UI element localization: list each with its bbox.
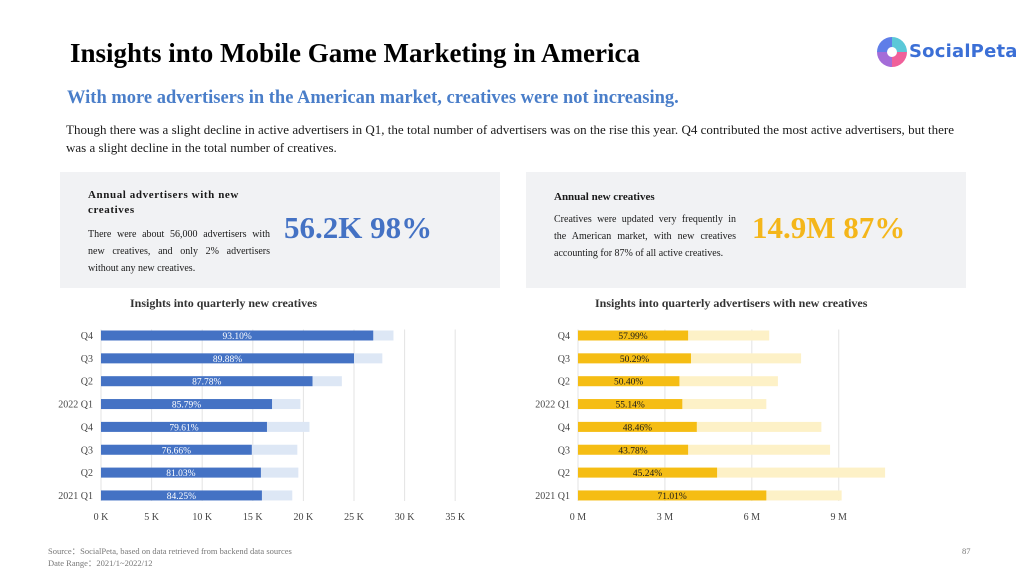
- data-label: 45.24%: [633, 469, 662, 479]
- bar-new: [578, 444, 689, 455]
- x-tick-label: 30 K: [395, 512, 416, 523]
- x-tick-label: 5 K: [144, 512, 160, 523]
- data-label: 43.78%: [618, 446, 647, 456]
- chart-title-advertisers: Insights into quarterly advertisers with…: [595, 296, 868, 310]
- y-category-label: 2021 Q1: [58, 491, 93, 502]
- data-label: 76.66%: [162, 446, 191, 456]
- data-label: 81.03%: [166, 469, 195, 479]
- data-label: 84.25%: [167, 492, 196, 502]
- y-category-label: Q4: [558, 422, 570, 433]
- card-title: Annual advertisers with new creatives: [88, 189, 239, 216]
- bar-new: [578, 353, 691, 364]
- chart-title-new-creatives: Insights into quarterly new creatives: [130, 296, 318, 310]
- bar-new: [101, 376, 313, 387]
- bar-new: [101, 399, 273, 410]
- bar-new: [578, 467, 718, 478]
- logo-wordmark: SocialPeta: [909, 41, 1018, 62]
- x-tick-label: 35 K: [445, 512, 466, 523]
- summary-paragraph: Though there was a slight decline in act…: [66, 122, 954, 155]
- y-category-label: Q2: [81, 377, 93, 388]
- bar-new: [578, 399, 683, 410]
- x-tick-label: 25 K: [344, 512, 365, 523]
- page-subtitle: With more advertisers in the American ma…: [67, 88, 679, 108]
- logo-mark-icon: [877, 37, 907, 67]
- data-label: 87.78%: [192, 378, 221, 388]
- data-label: 50.40%: [614, 378, 643, 388]
- data-label: 57.99%: [618, 332, 647, 342]
- x-tick-label: 20 K: [294, 512, 315, 523]
- x-tick-label: 6 M: [744, 512, 761, 523]
- stat-card-creatives: Annual new creatives Creatives were upda…: [526, 172, 966, 288]
- x-tick-label: 10 K: [192, 512, 213, 523]
- y-category-label: Q2: [558, 377, 570, 388]
- y-category-label: Q3: [81, 445, 93, 456]
- bar-total: [578, 421, 822, 432]
- card-stat-value: 56.2K 98%: [284, 210, 433, 245]
- card-stat-value: 14.9M 87%: [752, 210, 906, 245]
- data-label: 79.61%: [169, 423, 198, 433]
- data-label: 85.79%: [172, 401, 201, 411]
- x-tick-label: 3 M: [657, 512, 674, 523]
- card-title: Annual new creatives: [554, 191, 655, 203]
- bar-new: [578, 421, 697, 432]
- source-text: Source：SocialPeta, based on data retriev…: [48, 546, 292, 556]
- data-label: 93.10%: [222, 332, 251, 342]
- bar-new: [101, 353, 354, 364]
- brand-logo: SocialPeta: [876, 36, 1018, 70]
- bar-new: [101, 330, 374, 341]
- y-category-label: Q3: [558, 354, 570, 365]
- bar-new: [578, 490, 767, 501]
- y-category-label: Q4: [81, 422, 93, 433]
- y-category-label: Q2: [81, 468, 93, 479]
- page-title: Insights into Mobile Game Marketing in A…: [70, 38, 640, 68]
- y-category-label: 2022 Q1: [535, 400, 570, 411]
- source-note: Source：SocialPeta, based on data retriev…: [48, 545, 292, 569]
- y-category-label: Q3: [81, 354, 93, 365]
- card-description: There were about 56,000 advertisers with…: [88, 229, 270, 274]
- y-category-label: Q4: [558, 331, 570, 342]
- page-number: 87: [962, 546, 971, 556]
- y-category-label: 2021 Q1: [535, 491, 570, 502]
- x-tick-label: 0 M: [570, 512, 587, 523]
- data-label: 50.29%: [620, 355, 649, 365]
- y-category-label: Q3: [558, 445, 570, 456]
- x-tick-label: 15 K: [243, 512, 264, 523]
- y-category-label: Q4: [81, 331, 93, 342]
- bar-total: [578, 467, 886, 478]
- data-label: 71.01%: [658, 492, 687, 502]
- date-range-text: Date Range：2021/1~2022/12: [48, 558, 153, 568]
- data-label: 48.46%: [623, 423, 652, 433]
- y-category-label: 2022 Q1: [58, 400, 93, 411]
- bar-new: [101, 467, 261, 478]
- x-tick-label: 0 K: [94, 512, 110, 523]
- x-tick-label: 9 M: [831, 512, 848, 523]
- data-label: 89.88%: [213, 355, 242, 365]
- bar-new: [578, 376, 680, 387]
- y-category-label: Q2: [558, 468, 570, 479]
- bar-new: [101, 490, 262, 501]
- bar-new: [101, 444, 252, 455]
- data-label: 55.14%: [616, 401, 645, 411]
- bar-new: [578, 330, 689, 341]
- bar-new: [101, 421, 267, 432]
- card-description: Creatives were updated very frequently i…: [554, 214, 736, 259]
- stat-card-advertisers: Annual advertisers with new creatives Th…: [60, 172, 500, 288]
- bar-total: [578, 444, 831, 455]
